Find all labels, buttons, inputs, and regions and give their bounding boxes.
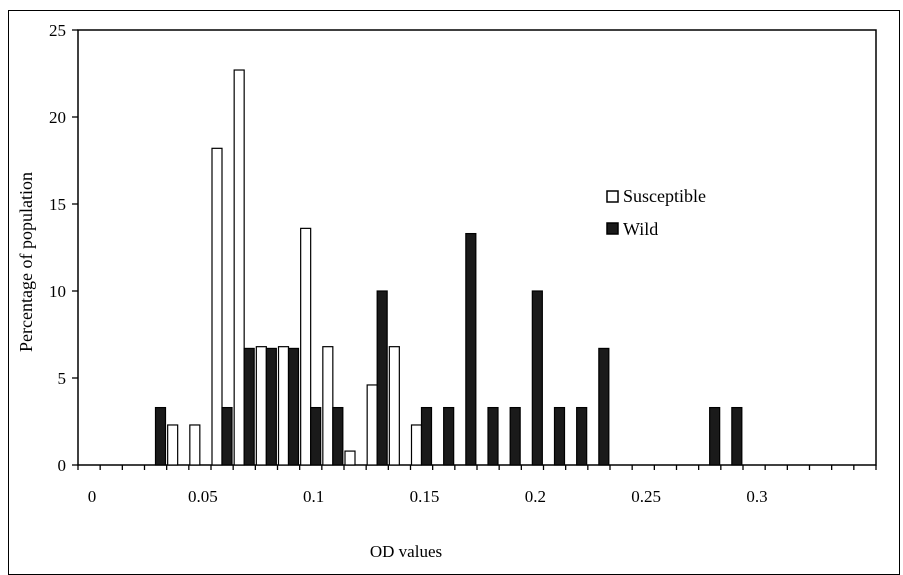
x-tick-label: 0 bbox=[88, 487, 97, 506]
x-tick-label: 0.15 bbox=[410, 487, 440, 506]
bar-wild-17 bbox=[465, 232, 477, 466]
bar-susceptible-14 bbox=[388, 346, 400, 466]
bar-susceptible-4 bbox=[167, 424, 179, 466]
y-tick-label: 25 bbox=[49, 21, 66, 40]
x-tick-label: 0.1 bbox=[303, 487, 324, 506]
y-tick-label: 20 bbox=[49, 108, 66, 127]
x-tick-label: 0.3 bbox=[746, 487, 767, 506]
bar-susceptible-6 bbox=[211, 147, 223, 466]
bar-susceptible-13 bbox=[366, 384, 378, 466]
legend-swatch-susceptible bbox=[606, 190, 619, 203]
x-tick-label: 0.25 bbox=[631, 487, 661, 506]
bar-wild-7 bbox=[243, 347, 255, 466]
bar-susceptible-8 bbox=[255, 346, 267, 466]
x-tick-label: 0.2 bbox=[525, 487, 546, 506]
y-tick-label: 10 bbox=[49, 282, 66, 301]
bar-wild-22 bbox=[576, 406, 588, 466]
bar-wild-9 bbox=[287, 347, 300, 466]
bar-wild-28 bbox=[709, 406, 721, 466]
bar-susceptible-9 bbox=[277, 346, 290, 466]
bar-wild-6 bbox=[221, 406, 233, 466]
bar-wild-8 bbox=[265, 347, 277, 466]
bar-wild-29 bbox=[731, 406, 743, 466]
bar-wild-13 bbox=[376, 290, 388, 466]
y-axis: 0 5 10 15 20 25 bbox=[49, 21, 78, 475]
x-axis: 0 0.05 0.1 0.15 0.2 0.25 0.3 bbox=[77, 465, 877, 506]
y-axis-label: Percentage of population bbox=[16, 172, 36, 352]
bar-wild-18 bbox=[487, 406, 499, 466]
y-tick-label: 15 bbox=[49, 195, 66, 214]
bar-susceptible-12 bbox=[344, 450, 356, 466]
bar-susceptible-7 bbox=[233, 69, 245, 466]
bar-wild-21 bbox=[553, 406, 566, 466]
legend-label-susceptible: Susceptible bbox=[623, 186, 706, 206]
bar-wild-16 bbox=[443, 406, 455, 466]
bar-susceptible-5 bbox=[189, 424, 201, 466]
bar-wild-15 bbox=[420, 406, 433, 466]
bars bbox=[154, 69, 743, 466]
bar-susceptible-11 bbox=[322, 346, 334, 466]
plot-border bbox=[77, 29, 877, 466]
bar-wild-3 bbox=[154, 406, 167, 466]
x-tick-label: 0.05 bbox=[188, 487, 218, 506]
bar-wild-10 bbox=[310, 406, 322, 466]
legend-swatch-wild bbox=[606, 222, 619, 235]
y-tick-label: 5 bbox=[58, 369, 67, 388]
legend-label-wild: Wild bbox=[623, 219, 658, 239]
y-tick-label: 0 bbox=[58, 456, 67, 475]
x-axis-label: OD values bbox=[370, 542, 442, 561]
bar-wild-20 bbox=[531, 290, 543, 466]
bar-wild-23 bbox=[598, 347, 610, 466]
bar-susceptible-15 bbox=[410, 424, 423, 466]
bar-wild-11 bbox=[332, 406, 344, 466]
plot-area bbox=[77, 29, 877, 466]
legend: Susceptible Wild bbox=[606, 186, 706, 239]
bar-wild-19 bbox=[509, 406, 521, 466]
bar-susceptible-10 bbox=[300, 227, 312, 466]
